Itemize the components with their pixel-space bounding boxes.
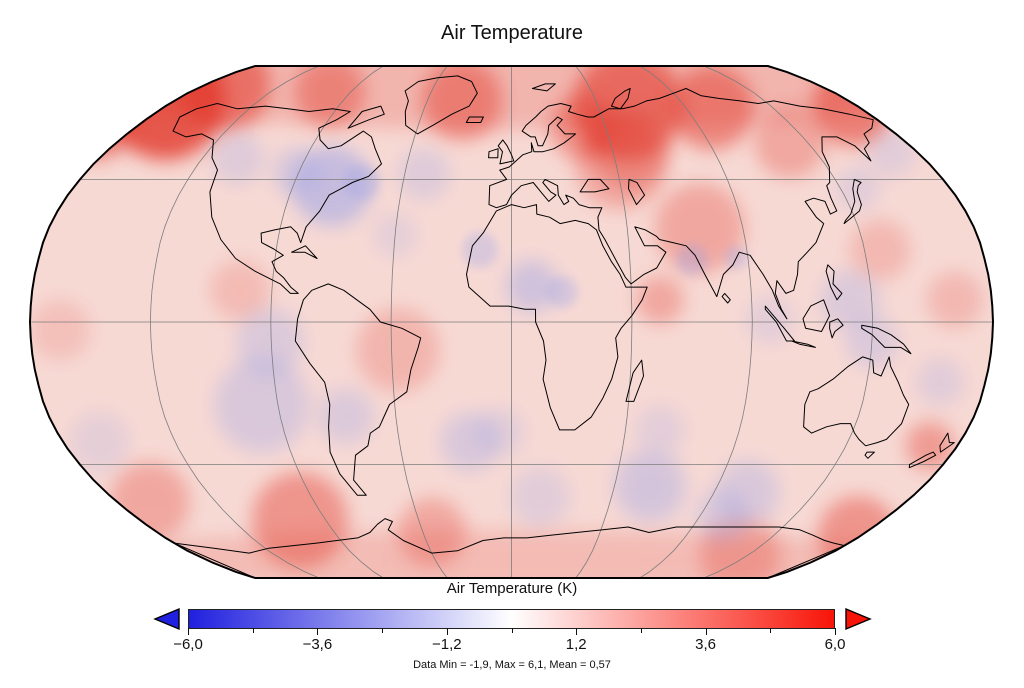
colorbar-major-tick	[576, 628, 578, 635]
cool-anomaly-blob	[635, 405, 685, 455]
cool-anomaly-blob	[344, 164, 380, 200]
warm-anomaly-blob	[110, 462, 190, 542]
warm-anomaly-blob	[590, 110, 670, 190]
warm-anomaly-blob	[30, 300, 90, 360]
cool-anomaly-blob	[746, 296, 794, 344]
warm-anomaly-blob	[356, 308, 440, 392]
cool-anomaly-blob	[916, 358, 964, 406]
world-map	[28, 65, 995, 579]
cool-anomaly-blob	[318, 388, 374, 444]
cool-anomaly-blob	[546, 276, 578, 308]
colorbar-major-tick	[835, 628, 836, 635]
cool-anomaly-blob	[820, 270, 880, 330]
cool-anomaly-blob	[476, 408, 524, 456]
warm-anomaly-blob	[636, 276, 684, 324]
cool-anomaly-blob	[212, 132, 264, 184]
colorbar-minor-tick	[382, 628, 384, 633]
warm-anomaly-blob	[927, 272, 983, 328]
map-interior	[30, 66, 993, 578]
colorbar-tick-label: −1,2	[431, 636, 462, 653]
warm-anomaly-blob	[818, 496, 898, 576]
colorbar-gradient	[188, 609, 835, 629]
stats-text: Data Min = -1,9, Max = 6,1, Mean = 0,57	[413, 659, 611, 671]
warm-anomaly-blob	[655, 183, 745, 273]
cool-anomaly-blob	[510, 467, 570, 527]
cool-anomaly-blob	[272, 148, 320, 196]
warm-anomaly-blob	[754, 106, 826, 178]
coastlines	[172, 75, 955, 578]
cool-anomaly-blob	[868, 128, 916, 176]
cool-anomaly-blob	[696, 490, 748, 542]
colorbar-tick-label: 3,6	[695, 636, 717, 653]
map-outline	[28, 65, 995, 579]
warm-anomaly-blob	[180, 66, 270, 130]
colorbar-major-tick	[446, 628, 448, 635]
colorbar-minor-tick	[511, 628, 513, 633]
colorbar-tick-label: 1,2	[565, 636, 587, 653]
cool-anomaly-blob	[398, 148, 450, 200]
cool-anomaly-blob	[214, 357, 310, 453]
colorbar-label: Air Temperature (K)	[446, 580, 578, 597]
warm-anomaly-blob	[850, 220, 910, 280]
colorbar-major-tick	[317, 628, 319, 635]
colorbar-overflow-arrow	[845, 607, 872, 631]
warm-anomaly-blob	[57, 84, 133, 160]
colorbar-underflow-arrow	[153, 607, 180, 631]
warm-anomaly-blob	[210, 260, 270, 320]
overflow-triangle-icon	[845, 607, 872, 631]
cool-anomaly-blob	[506, 260, 558, 312]
warm-anomaly-blob	[295, 66, 365, 127]
warm-anomaly-blob	[252, 472, 348, 568]
colorbar-minor-tick	[640, 628, 642, 633]
cool-anomaly-blob	[70, 412, 130, 472]
cool-anomaly-blob	[462, 232, 498, 268]
colorbar-minor-tick	[770, 628, 772, 633]
plot-title: Air Temperature	[441, 22, 583, 44]
colorbar-minor-tick	[252, 628, 254, 633]
warm-anomaly-blob	[670, 66, 754, 150]
cool-anomaly-blob	[614, 450, 686, 522]
warm-anomaly-blob	[398, 498, 466, 566]
cool-anomaly-blob	[676, 244, 708, 276]
colorbar-major-tick	[188, 628, 189, 635]
colorbar: −6,0 −3,6 −1,2 1,2 3,6 6,0	[152, 606, 872, 656]
warm-anomaly-blob	[906, 422, 954, 470]
colorbar-tick-label: −6,0	[173, 636, 203, 653]
colorbar-major-tick	[705, 628, 707, 635]
colorbar-tick-label: −3,6	[302, 636, 333, 653]
colorbar-tick-label: 6,0	[824, 636, 846, 653]
underflow-triangle-icon	[153, 607, 180, 631]
warm-anomaly-blob	[422, 66, 502, 140]
